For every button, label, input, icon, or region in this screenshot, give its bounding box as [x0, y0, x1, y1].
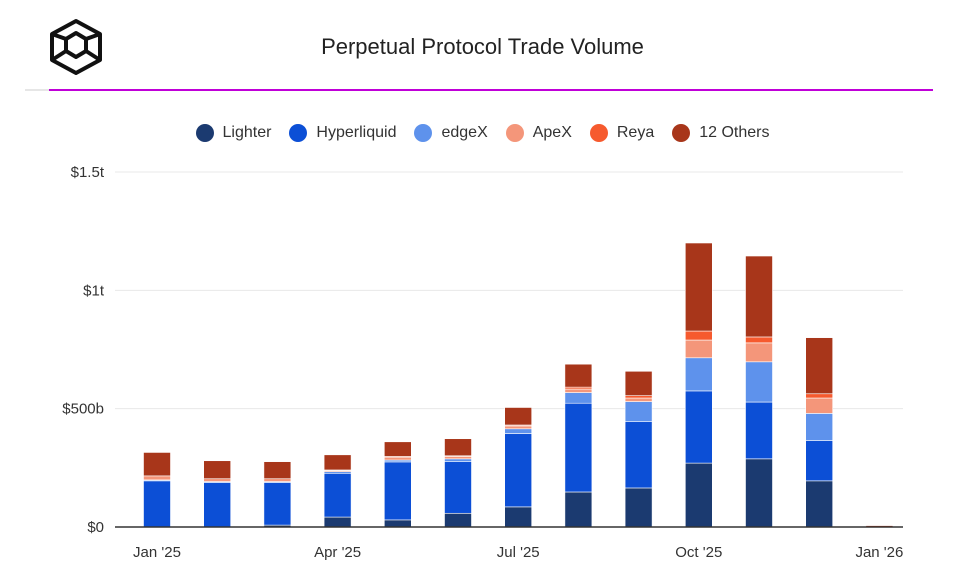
bar-apex-may-25[interactable]	[383, 456, 412, 461]
bar-lighter-dec-25[interactable]	[805, 480, 834, 528]
bar-12-others-jun-25[interactable]	[444, 438, 472, 457]
bar-apex-aug-25[interactable]	[564, 388, 593, 393]
chart-legend: Lighter Hyperliquid edgeX ApeX Reya 12 Others	[0, 122, 965, 144]
bar-apex-dec-25[interactable]	[805, 397, 834, 414]
x-tick-label: Jan '25	[133, 544, 181, 561]
bar-12-others-aug-25[interactable]	[564, 363, 593, 388]
bar-12-others-nov-25[interactable]	[745, 255, 773, 338]
legend-label: Reya	[616, 124, 655, 141]
bar-edgex-nov-25[interactable]	[745, 361, 773, 403]
x-tick-label: Oct '25	[675, 544, 722, 561]
bar-lighter-oct-25[interactable]	[684, 462, 713, 528]
bar-edgex-sep-25[interactable]	[624, 401, 653, 422]
bar-12-others-sep-25[interactable]	[624, 370, 653, 396]
legend-item-apex[interactable]: ApeX	[505, 122, 572, 144]
bar-lighter-nov-25[interactable]	[745, 458, 773, 528]
bar-edgex-aug-25[interactable]	[564, 392, 593, 404]
legend-item-reya[interactable]: Reya	[589, 122, 655, 144]
bar-lighter-aug-25[interactable]	[564, 491, 593, 528]
bar-hyperliquid-nov-25[interactable]	[745, 401, 773, 460]
bars	[143, 242, 894, 528]
bar-edgex-jul-25[interactable]	[504, 428, 533, 434]
legend-label: edgeX	[441, 124, 488, 141]
bar-edgex-oct-25[interactable]	[684, 357, 713, 392]
legend-swatch-edgex	[414, 124, 433, 142]
bar-12-others-jul-25[interactable]	[504, 407, 533, 426]
bar-12-others-apr-25[interactable]	[323, 454, 352, 471]
bar-12-others-oct-25[interactable]	[684, 242, 713, 332]
legend-swatch-apex	[505, 124, 524, 142]
bar-hyperliquid-sep-25[interactable]	[624, 421, 653, 489]
grid-lines	[115, 171, 903, 410]
legend-item-lighter[interactable]: Lighter	[195, 122, 272, 144]
bar-apex-nov-25[interactable]	[745, 342, 773, 363]
bar-12-others-jan-25[interactable]	[143, 452, 171, 477]
header: Perpetual Protocol Trade Volume	[0, 0, 965, 90]
bar-apex-jun-25[interactable]	[444, 456, 472, 460]
bar-12-others-dec-25[interactable]	[805, 337, 834, 395]
bar-apex-mar-25[interactable]	[263, 478, 292, 482]
bar-12-others-may-25[interactable]	[383, 441, 412, 457]
bar-hyperliquid-jun-25[interactable]	[444, 461, 472, 514]
bar-lighter-jun-25[interactable]	[444, 512, 472, 528]
x-tick-label: Apr '25	[314, 544, 361, 561]
bar-hyperliquid-mar-25[interactable]	[263, 482, 292, 526]
bar-edgex-jun-25[interactable]	[444, 458, 472, 462]
legend-item-edgex[interactable]: edgeX	[414, 122, 488, 144]
bar-apex-sep-25[interactable]	[624, 397, 653, 402]
bar-lighter-jul-25[interactable]	[504, 506, 533, 528]
legend-label: ApeX	[532, 124, 572, 141]
bar-apex-feb-25[interactable]	[203, 478, 231, 482]
bar-hyperliquid-aug-25[interactable]	[564, 402, 593, 493]
legend-item-hyperliquid[interactable]: Hyperliquid	[289, 122, 396, 144]
y-tick-label: $0	[87, 519, 104, 536]
legend-swatch-12-others	[672, 124, 691, 142]
cube-logo-icon[interactable]	[47, 18, 105, 76]
x-tick-label: Jan '26	[855, 544, 903, 561]
legend-label: Lighter	[222, 124, 272, 141]
bar-12-others-mar-25[interactable]	[263, 461, 292, 480]
bar-reya-nov-25[interactable]	[745, 336, 773, 344]
bar-hyperliquid-may-25[interactable]	[383, 461, 412, 521]
y-tick-label: $1.5t	[71, 164, 105, 181]
bar-hyperliquid-oct-25[interactable]	[684, 390, 713, 464]
legend-label: 12 Others	[699, 124, 770, 141]
axes: $0 $500b $1t $1.5t Jan '25 Apr '25 Jul '25 Oct …	[62, 164, 903, 561]
page-title: Perpetual Protocol Trade Volume	[321, 34, 644, 59]
legend-swatch-hyperliquid	[289, 124, 308, 142]
bar-hyperliquid-apr-25[interactable]	[323, 472, 352, 518]
bar-hyperliquid-jan-25[interactable]	[143, 480, 171, 528]
bar-lighter-sep-25[interactable]	[624, 487, 653, 528]
bar-lighter-may-25[interactable]	[383, 519, 412, 528]
bar-hyperliquid-jul-25[interactable]	[504, 433, 533, 508]
bar-reya-dec-25[interactable]	[805, 393, 834, 399]
bar-apex-jan-25[interactable]	[143, 475, 171, 481]
bar-edgex-dec-25[interactable]	[805, 413, 834, 441]
bar-hyperliquid-dec-25[interactable]	[805, 440, 834, 482]
x-tick-label: Jul '25	[497, 544, 540, 561]
bar-reya-sep-25[interactable]	[624, 395, 653, 399]
legend-item-12-others[interactable]: 12 Others	[672, 122, 770, 144]
legend-swatch-reya	[589, 124, 608, 142]
y-tick-label: $1t	[83, 282, 105, 299]
legend-swatch-lighter	[195, 124, 214, 142]
legend-label: Hyperliquid	[316, 124, 397, 141]
bar-12-others-feb-25[interactable]	[203, 460, 231, 480]
accent-line	[49, 89, 933, 91]
y-tick-label: $500b	[62, 401, 104, 418]
bar-lighter-apr-25[interactable]	[323, 516, 352, 528]
bar-reya-oct-25[interactable]	[684, 330, 713, 341]
bar-hyperliquid-feb-25[interactable]	[203, 482, 231, 528]
bar-apex-jul-25[interactable]	[504, 425, 533, 430]
bar-apex-oct-25[interactable]	[684, 339, 713, 359]
header-divider	[25, 89, 933, 91]
